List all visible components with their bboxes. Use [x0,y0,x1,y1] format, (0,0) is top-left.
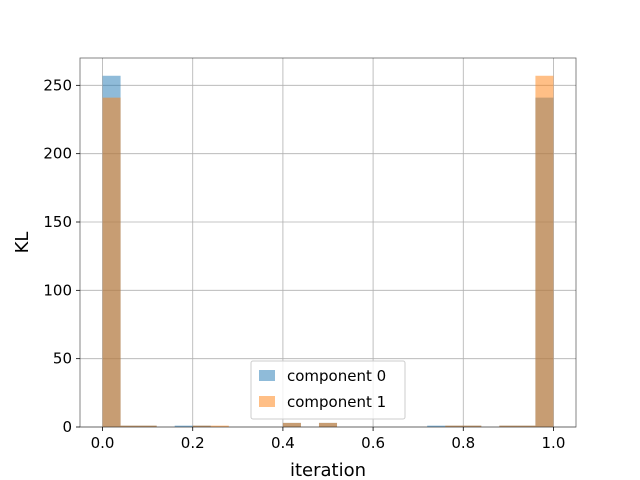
y-tick-label: 150 [43,213,72,231]
legend-swatch-component-1 [259,396,275,407]
bar-component-1 [282,422,301,427]
bar-component-1 [517,425,536,427]
x-tick-label: 0.4 [271,434,295,452]
x-tick-label: 1.0 [542,434,566,452]
x-tick-label: 0.6 [361,434,385,452]
bar-component-0 [427,425,446,427]
x-tick-label: 0.0 [91,434,115,452]
axis-ticks: 0.0 0.2 0.4 0.6 0.8 1.0 0 50 100 150 200 250 [43,76,565,452]
bar-component-1 [210,425,229,427]
x-tick-label: 0.2 [181,434,205,452]
bar-component-1 [445,425,464,427]
plot-frame [79,57,577,428]
y-axis-title: KL [12,232,33,254]
y-tick-label: 250 [43,76,72,94]
bar-component-1 [138,425,157,427]
grid [80,58,576,428]
bar-component-1 [318,422,338,427]
bar-component-0 [174,425,193,427]
bar-component-1 [102,97,121,427]
y-tick-label: 100 [43,281,72,299]
x-axis-title: iteration [290,460,366,480]
y-tick-label: 200 [43,145,72,163]
bar-component-1 [463,425,482,427]
x-tick-label: 0.8 [451,434,475,452]
legend-swatch-component-0 [259,370,275,381]
bars [102,75,554,428]
y-tick-label: 50 [53,350,72,368]
bar-component-1 [192,425,211,427]
legend-label-component-1: component 1 [287,393,386,411]
bar-component-1 [499,425,518,427]
y-tick-label: 0 [62,418,72,436]
legend-label-component-0: component 0 [287,367,386,385]
bar-component-1 [535,75,554,428]
bar-component-1 [120,425,139,427]
legend: component 0 component 1 [250,360,406,420]
legend-box [250,360,406,420]
